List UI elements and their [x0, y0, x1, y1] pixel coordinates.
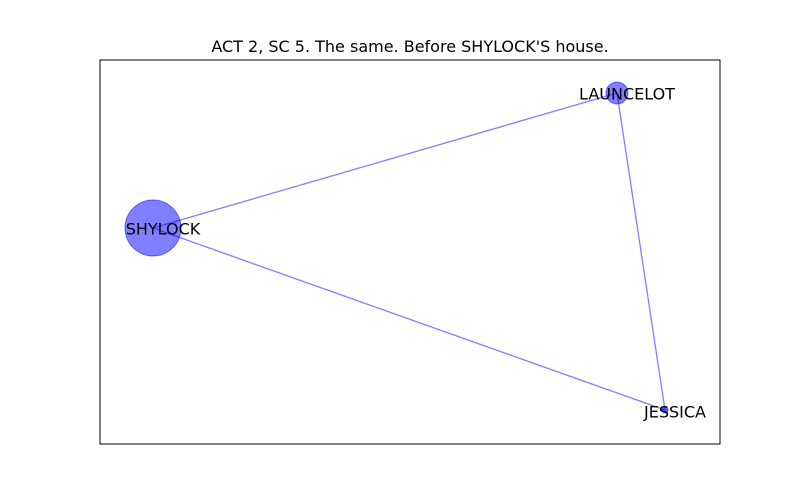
labels-layer: SHYLOCK LAUNCELOT JESSICA [126, 85, 706, 422]
nodes-layer [124, 81, 669, 414]
node-label-jessica: JESSICA [643, 403, 706, 422]
node-label-shylock: SHYLOCK [126, 220, 201, 239]
node-label-launcelot: LAUNCELOT [579, 85, 675, 104]
node-launcelot [605, 81, 629, 105]
node-jessica [661, 406, 669, 414]
edges-layer [152, 92, 666, 411]
node-shylock [124, 199, 182, 257]
edge-launcelot-jessica [616, 92, 666, 411]
edge-shylock-launcelot [152, 92, 618, 229]
figure-title: ACT 2, SC 5. The same. Before SHYLOCK'S … [211, 37, 608, 56]
plot-frame [99, 59, 721, 445]
edge-shylock-jessica [152, 227, 666, 411]
